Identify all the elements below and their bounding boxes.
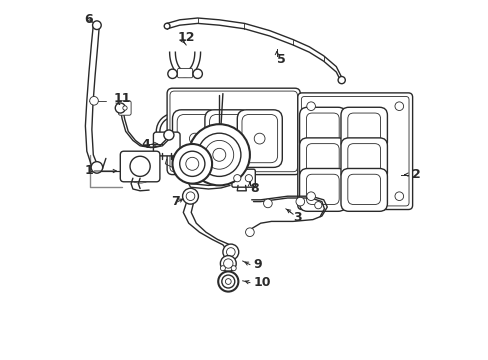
Wedge shape xyxy=(156,113,174,149)
Circle shape xyxy=(295,197,304,206)
FancyBboxPatch shape xyxy=(172,110,217,167)
Circle shape xyxy=(306,102,315,111)
Text: 9: 9 xyxy=(253,258,262,271)
Circle shape xyxy=(218,271,238,292)
FancyBboxPatch shape xyxy=(177,114,212,163)
Circle shape xyxy=(223,259,232,268)
FancyBboxPatch shape xyxy=(340,107,386,150)
Circle shape xyxy=(164,23,170,29)
Circle shape xyxy=(233,175,241,182)
FancyBboxPatch shape xyxy=(242,114,277,163)
FancyBboxPatch shape xyxy=(347,113,380,143)
FancyBboxPatch shape xyxy=(231,169,255,187)
Circle shape xyxy=(337,76,345,84)
FancyBboxPatch shape xyxy=(347,174,380,204)
Circle shape xyxy=(182,188,198,204)
Text: 10: 10 xyxy=(253,276,270,289)
FancyBboxPatch shape xyxy=(209,114,244,163)
FancyBboxPatch shape xyxy=(118,101,131,115)
FancyBboxPatch shape xyxy=(347,144,380,174)
Text: 7: 7 xyxy=(170,195,179,208)
Circle shape xyxy=(394,102,403,111)
Circle shape xyxy=(254,133,264,144)
Circle shape xyxy=(244,175,252,182)
FancyBboxPatch shape xyxy=(153,132,180,156)
Text: 3: 3 xyxy=(292,211,301,224)
Circle shape xyxy=(91,162,102,173)
Text: 2: 2 xyxy=(411,168,420,181)
Circle shape xyxy=(122,106,127,110)
Circle shape xyxy=(163,130,174,140)
Circle shape xyxy=(212,148,225,161)
Circle shape xyxy=(263,199,272,208)
Text: 4: 4 xyxy=(142,138,150,150)
Text: 5: 5 xyxy=(276,53,285,66)
Circle shape xyxy=(306,192,315,201)
Circle shape xyxy=(222,133,232,144)
FancyBboxPatch shape xyxy=(306,144,339,174)
Circle shape xyxy=(226,248,235,256)
Circle shape xyxy=(193,69,202,78)
Circle shape xyxy=(223,244,238,260)
FancyBboxPatch shape xyxy=(340,168,386,211)
Circle shape xyxy=(220,266,225,271)
FancyBboxPatch shape xyxy=(299,107,346,150)
FancyBboxPatch shape xyxy=(167,88,300,175)
FancyBboxPatch shape xyxy=(237,110,282,167)
Circle shape xyxy=(231,266,236,271)
Circle shape xyxy=(245,228,254,237)
Circle shape xyxy=(89,96,98,105)
Circle shape xyxy=(172,144,212,184)
Circle shape xyxy=(197,133,241,176)
FancyBboxPatch shape xyxy=(299,138,346,181)
Text: 12: 12 xyxy=(178,31,195,44)
FancyBboxPatch shape xyxy=(297,93,412,210)
FancyBboxPatch shape xyxy=(306,113,339,143)
Circle shape xyxy=(220,256,236,271)
Circle shape xyxy=(189,133,200,144)
FancyBboxPatch shape xyxy=(306,174,339,204)
Text: 1: 1 xyxy=(84,165,93,177)
Text: 11: 11 xyxy=(113,93,130,105)
Text: 8: 8 xyxy=(249,183,258,195)
Circle shape xyxy=(115,103,125,113)
Circle shape xyxy=(314,202,321,209)
FancyBboxPatch shape xyxy=(120,151,160,182)
FancyBboxPatch shape xyxy=(340,138,386,181)
FancyBboxPatch shape xyxy=(204,110,249,167)
Circle shape xyxy=(188,124,249,185)
Circle shape xyxy=(179,151,204,176)
FancyBboxPatch shape xyxy=(301,96,408,206)
FancyBboxPatch shape xyxy=(177,68,192,78)
Circle shape xyxy=(185,157,199,170)
Text: 6: 6 xyxy=(84,13,93,26)
Circle shape xyxy=(225,279,231,284)
FancyBboxPatch shape xyxy=(299,168,346,211)
Circle shape xyxy=(204,140,233,169)
Circle shape xyxy=(394,192,403,201)
Circle shape xyxy=(167,69,177,78)
FancyBboxPatch shape xyxy=(170,91,297,172)
Circle shape xyxy=(186,192,194,201)
Circle shape xyxy=(222,275,234,288)
Circle shape xyxy=(92,21,101,30)
Circle shape xyxy=(130,156,150,176)
